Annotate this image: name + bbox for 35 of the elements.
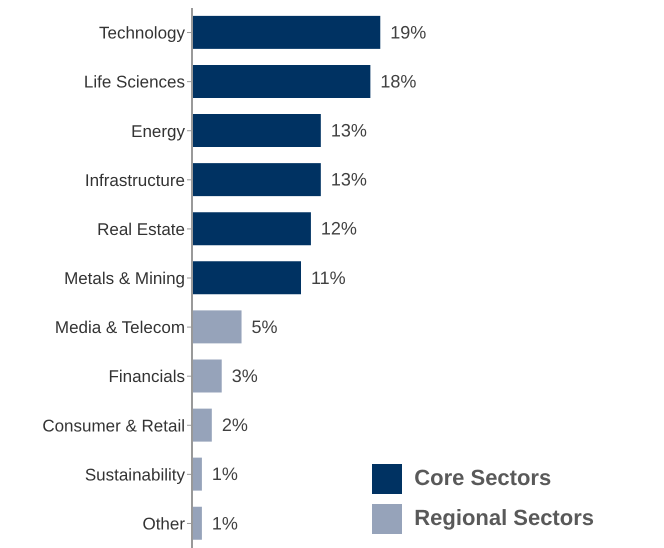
bar bbox=[192, 114, 321, 148]
data-label: 1% bbox=[212, 464, 238, 484]
bar bbox=[192, 261, 302, 294]
y-tick-label: Financials bbox=[108, 367, 185, 386]
data-label: 1% bbox=[212, 513, 238, 534]
data-label: 3% bbox=[232, 366, 258, 386]
y-tick-label: Energy bbox=[131, 122, 186, 141]
y-tick-label: Other bbox=[142, 514, 186, 534]
y-tick-label: Metals & Mining bbox=[64, 269, 185, 288]
legend-label: Regional Sectors bbox=[414, 505, 594, 530]
data-label: 2% bbox=[222, 415, 248, 436]
bar bbox=[192, 163, 321, 196]
bar bbox=[192, 408, 212, 442]
bar bbox=[192, 64, 370, 98]
bar bbox=[192, 212, 311, 246]
y-tick-label: Real Estate bbox=[97, 220, 185, 239]
bar bbox=[192, 506, 202, 540]
data-label: 5% bbox=[252, 316, 278, 337]
data-label: 13% bbox=[330, 120, 367, 141]
bar bbox=[192, 458, 202, 491]
data-label: 18% bbox=[380, 71, 416, 92]
y-tick-label: Infrastructure bbox=[84, 170, 185, 190]
y-tick-label: Technology bbox=[98, 24, 186, 43]
legend-label: Core Sectors bbox=[414, 465, 552, 490]
data-label: 12% bbox=[320, 218, 357, 239]
bar bbox=[192, 310, 242, 344]
y-tick-label: Sustainability bbox=[84, 465, 186, 484]
data-label: 11% bbox=[311, 268, 346, 288]
y-tick-label: Life Sciences bbox=[84, 72, 185, 92]
bar bbox=[192, 16, 380, 49]
data-label: 13% bbox=[330, 170, 367, 190]
bar bbox=[192, 359, 222, 392]
y-tick-label: Consumer & Retail bbox=[42, 416, 185, 436]
data-label: 19% bbox=[390, 22, 426, 42]
y-tick-label: Media & Telecom bbox=[54, 318, 185, 338]
